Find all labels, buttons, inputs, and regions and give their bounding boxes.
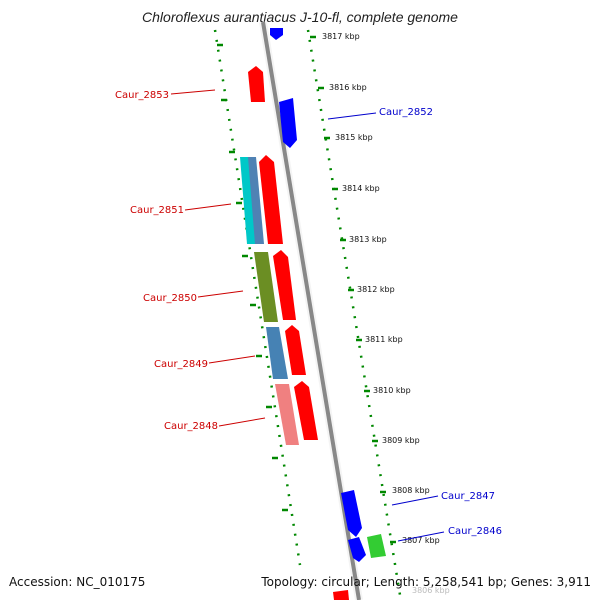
gene-label-caur-2848[interactable]: Caur_2848 (164, 421, 218, 432)
tick-label: 3815 kbp (335, 133, 373, 142)
gene-label-caur-2851[interactable]: Caur_2851 (130, 205, 184, 216)
reverse-gene-feature[interactable] (341, 490, 362, 537)
tick-label: 3813 kbp (349, 235, 387, 244)
gene-feature-green[interactable] (367, 534, 386, 558)
reverse-gene-feature[interactable] (348, 537, 366, 562)
tick-label: 3816 kbp (329, 83, 367, 92)
left-guide-line (213, 29, 302, 566)
gene-label-caur-2849[interactable]: Caur_2849 (154, 359, 208, 370)
reverse-gene-feature[interactable] (279, 98, 297, 148)
map-title: Chloroflexus aurantiacus J-10-fl, comple… (142, 9, 458, 25)
gene-labels: Caur_2853 Caur_2852 Caur_2851 Caur_2850 … (115, 90, 502, 537)
tick-label: 3806 kbp (412, 586, 450, 595)
gene-feature-steel[interactable] (266, 327, 288, 379)
forward-gene-feature[interactable] (273, 250, 296, 320)
left-tick-marks (217, 43, 288, 512)
forward-gene-feature[interactable] (333, 590, 349, 600)
gene-label-caur-2846[interactable]: Caur_2846 (448, 526, 502, 537)
genome-summary: Topology: circular; Length: 5,258,541 bp… (261, 575, 591, 589)
gene-feature-steel[interactable] (248, 157, 264, 244)
forward-gene-feature[interactable] (259, 155, 283, 244)
gene-label-leaders (170, 89, 445, 542)
accession-label: Accession: NC_010175 (9, 575, 146, 589)
tick-label: 3810 kbp (373, 386, 411, 395)
tick-label: 3811 kbp (365, 335, 403, 344)
tick-label: 3808 kbp (392, 486, 430, 495)
tick-label: 3809 kbp (382, 436, 420, 445)
tick-label: 3814 kbp (342, 184, 380, 193)
forward-gene-feature[interactable] (294, 381, 318, 440)
tick-label: 3817 kbp (322, 32, 360, 41)
gene-feature-salmon[interactable] (275, 384, 299, 445)
reverse-gene-feature[interactable] (270, 28, 283, 40)
tick-label: 3812 kbp (357, 285, 395, 294)
gene-features (240, 28, 386, 600)
right-tick-marks (310, 35, 396, 544)
tick-labels: 3817 kbp 3816 kbp 3815 kbp 3814 kbp 3813… (322, 32, 450, 595)
gene-label-caur-2847[interactable]: Caur_2847 (441, 491, 495, 502)
genome-backbone (261, 21, 361, 600)
gene-label-caur-2850[interactable]: Caur_2850 (143, 293, 197, 304)
gene-label-caur-2852[interactable]: Caur_2852 (379, 107, 433, 118)
forward-gene-feature[interactable] (248, 66, 265, 102)
gene-feature-olive[interactable] (254, 252, 278, 322)
tick-label: 3807 kbp (402, 536, 440, 545)
gene-label-caur-2853[interactable]: Caur_2853 (115, 90, 169, 101)
forward-gene-feature[interactable] (285, 325, 306, 375)
